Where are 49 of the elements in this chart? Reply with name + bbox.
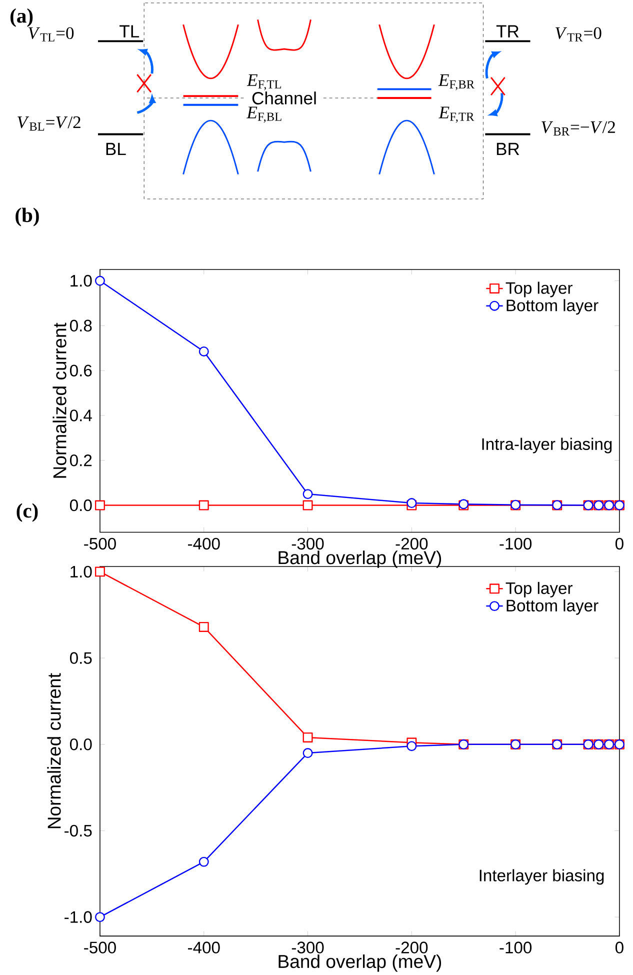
text: TL [119,25,139,38]
legend-label: Top layer [506,282,572,298]
x-tick-label: -500 [84,942,116,954]
text: Channel [252,92,316,104]
text: E$_{F,TR}$ [438,106,474,123]
x-tick-label: -500 [84,538,116,550]
y-tick-label: 0.6 [70,364,92,376]
y-tick-label: 0.5 [70,652,92,664]
chart-title: (c) [16,503,38,522]
annotation: Intra-layer biasing [482,438,612,454]
y-tick-label: 1.0 [70,566,92,578]
text: TR [496,25,519,38]
text: E$_{F,TL}$ [246,74,281,90]
text: BL [106,142,126,156]
x-tick-label: -200 [396,538,428,550]
text: BR [496,142,520,156]
chart-title: (b) [16,208,39,226]
text: E$_{F,BR}$ [438,74,474,90]
x-tick-label: 0 [615,538,624,550]
y-tick-label: -0.5 [64,824,92,837]
text: V$_{TR}$=0 [555,27,602,42]
x-tick-label: 0 [615,942,624,954]
annotation: Interlayer biasing [480,869,604,885]
x-tick-label: -100 [500,942,532,954]
x-tick-label: -100 [500,538,532,550]
legend-label: Bottom layer [506,299,598,315]
text: V$_{TL}$=0 [28,27,74,42]
x-axis-title: Band overlap (meV) [278,550,441,568]
text: V$_{BL}$=V/2 [18,116,80,131]
y-tick-label: -1.0 [64,911,92,923]
legend-label: Top layer [506,582,572,598]
y-tick-label: 0.4 [70,410,92,422]
x-axis-title: Band overlap (meV) [278,954,441,972]
text: (a) [10,8,33,27]
y-tick-label: 0.2 [70,454,92,466]
x-tick-label: -300 [292,538,324,550]
text: V$_{BR}$=−V/2 [542,121,615,136]
y-axis-title: Normalized current [47,673,61,828]
x-tick-label: -400 [188,942,220,954]
y-tick-label: 0.0 [70,499,92,512]
text: E$_{F,BL}$ [246,106,282,123]
y-tick-label: 0.0 [70,738,92,750]
x-tick-label: -300 [292,942,324,954]
y-tick-label: 1.0 [70,274,92,287]
legend-label: Bottom layer [506,599,598,615]
x-tick-label: -200 [396,942,428,954]
y-tick-label: 0.8 [70,320,92,332]
x-tick-label: -400 [188,538,220,550]
y-axis-title: Normalized current [52,322,66,478]
